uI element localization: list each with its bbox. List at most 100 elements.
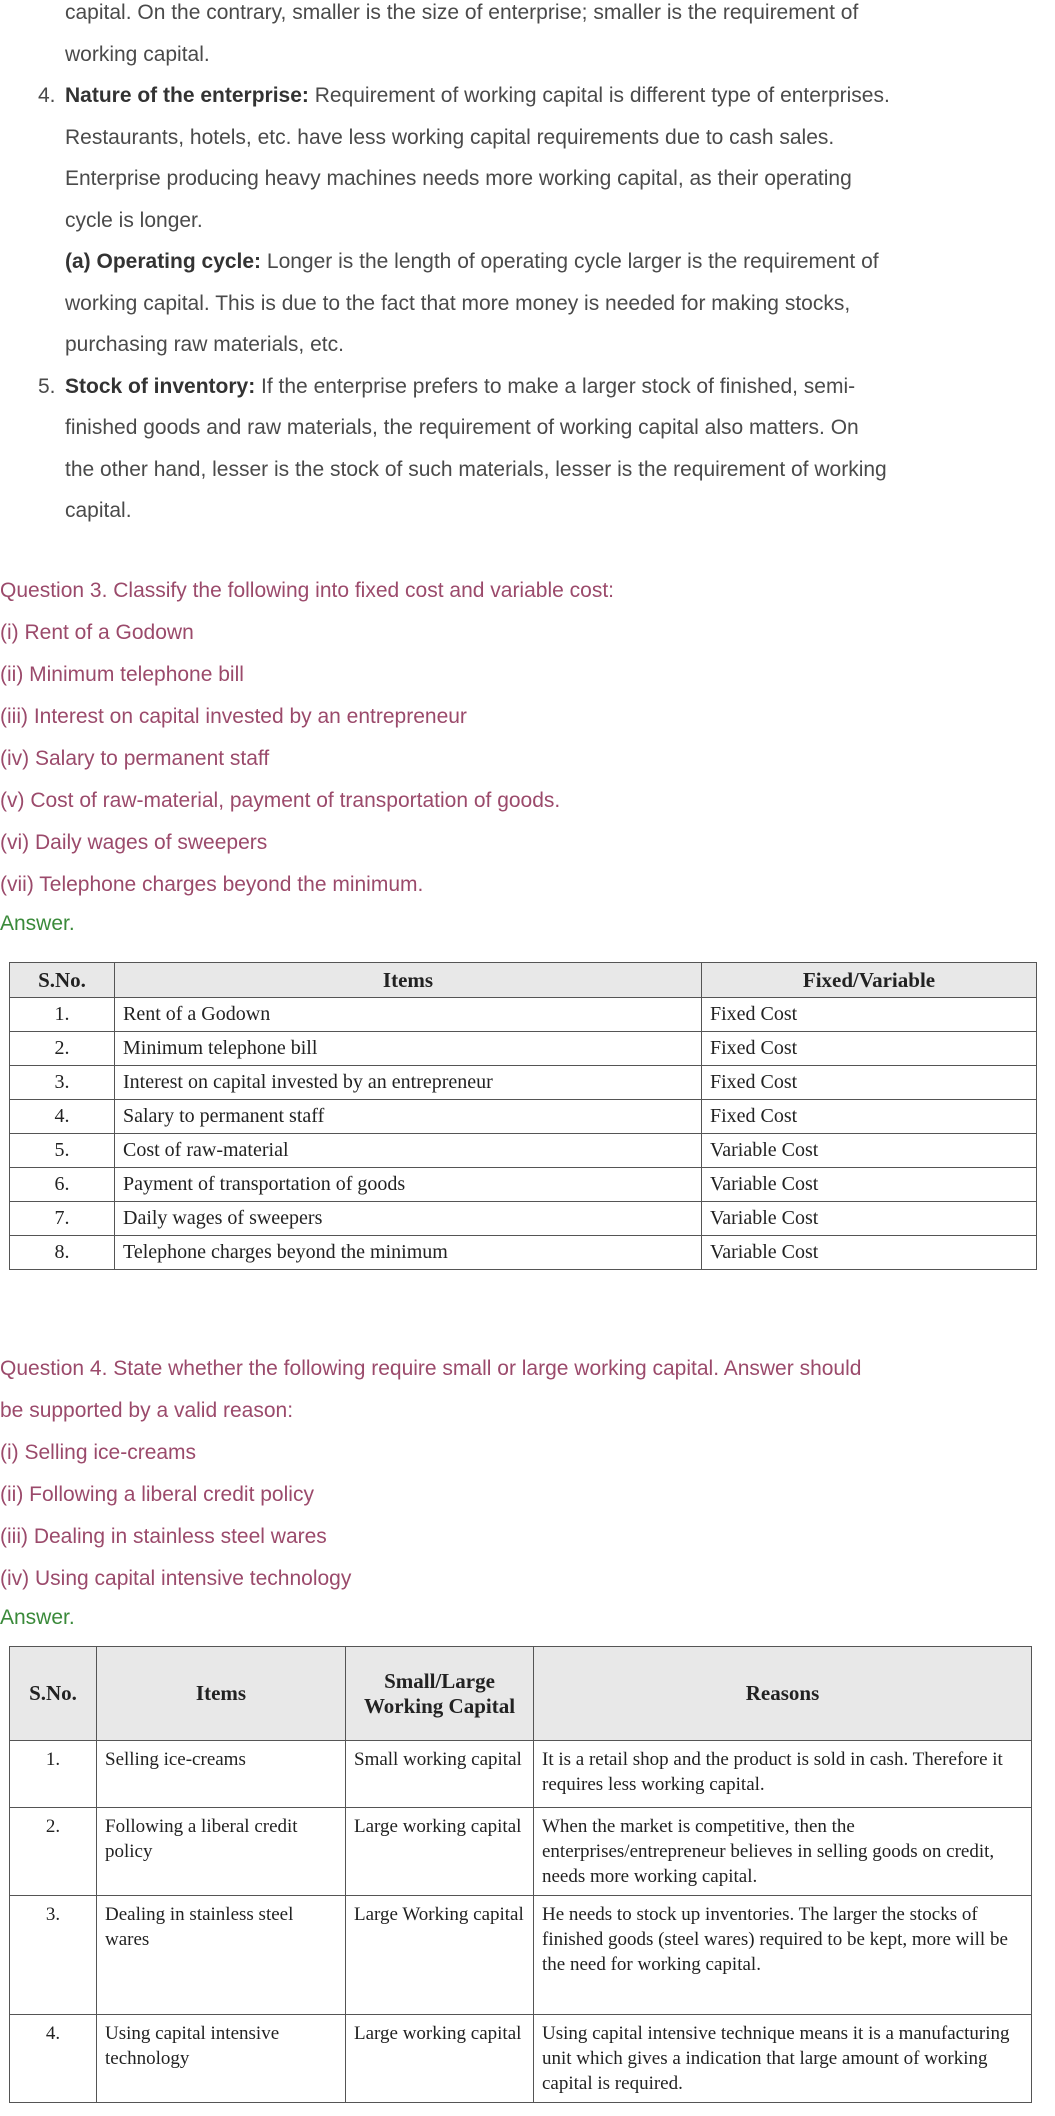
text-line: working capital. bbox=[65, 42, 210, 66]
list-number: 5. bbox=[38, 374, 56, 398]
table-header: S.No. Items Fixed/Variable bbox=[9, 962, 1037, 998]
question-part: (v) Cost of raw-material, payment of tra… bbox=[0, 789, 561, 812]
cell-item: Dealing in stainless steel wares bbox=[96, 1895, 346, 2015]
cell-sno: 1. bbox=[9, 997, 115, 1032]
cell-sno: 6. bbox=[9, 1167, 115, 1202]
question-part: (i) Selling ice-creams bbox=[0, 1441, 197, 1464]
table-row: 7. Daily wages of sweepers Variable Cost bbox=[9, 1201, 1037, 1236]
question-part: (vi) Daily wages of sweepers bbox=[0, 831, 268, 854]
question-part: (iv) Using capital intensive technology bbox=[0, 1567, 352, 1590]
cell-item: Using capital intensive technology bbox=[96, 2014, 346, 2103]
question-title: Question 3. Classify the following into … bbox=[0, 579, 614, 602]
cell-sno: 7. bbox=[9, 1201, 115, 1236]
answer-label: Answer. bbox=[0, 912, 75, 935]
answer-label: Answer. bbox=[0, 1606, 75, 1629]
col-sno: S.No. bbox=[9, 962, 115, 998]
table-row: 8. Telephone charges beyond the minimum Va… bbox=[9, 1235, 1037, 1270]
question-title: be supported by a valid reason: bbox=[0, 1399, 294, 1422]
cell-sno: 4. bbox=[9, 2014, 97, 2103]
text-line: the other hand, lesser is the stock of s… bbox=[65, 457, 887, 481]
table-row: 1. Selling ice-creams Small working capita… bbox=[9, 1740, 1032, 1808]
col-items: Items bbox=[114, 962, 702, 998]
table-row: 3. Dealing in stainless steel wares Large … bbox=[9, 1895, 1032, 2015]
text-line: Restaurants, hotels, etc. have less work… bbox=[65, 125, 835, 149]
table-row: 6. Payment of transportation of goods Vari… bbox=[9, 1167, 1037, 1202]
cell-item: Salary to permanent staff bbox=[114, 1099, 702, 1134]
table-row: 1. Rent of a Godown Fixed Cost bbox=[9, 997, 1037, 1032]
question-part: (i) Rent of a Godown bbox=[0, 621, 194, 644]
col-reasons: Reasons bbox=[533, 1646, 1032, 1741]
cell-item: Telephone charges beyond the minimum bbox=[114, 1235, 702, 1270]
cell-value: Variable Cost bbox=[701, 1133, 1037, 1168]
list-number: 4. bbox=[38, 84, 56, 107]
cell-sno: 8. bbox=[9, 1235, 115, 1270]
item-title: Stock of inventory: bbox=[65, 374, 256, 398]
question-4: Question 4. State whether the following … bbox=[0, 1348, 1055, 1636]
question-part: (iii) Dealing in stainless steel wares bbox=[0, 1525, 327, 1548]
text: Requirement of working capital is differ… bbox=[308, 84, 890, 107]
table-row: 5. Cost of raw-material Variable Cost bbox=[9, 1133, 1037, 1168]
text-line: capital. bbox=[65, 499, 132, 522]
cell-value: Small working capital bbox=[345, 1740, 534, 1808]
text-line: finished goods and raw materials, the re… bbox=[65, 416, 859, 439]
cell-item: Payment of transportation of goods bbox=[114, 1167, 702, 1202]
cell-sno: 1. bbox=[9, 1740, 97, 1808]
question-part: (ii) Minimum telephone bill bbox=[0, 663, 244, 686]
cell-value: Fixed Cost bbox=[701, 1099, 1037, 1134]
cell-item: Daily wages of sweepers bbox=[114, 1201, 702, 1236]
question-3: Question 3. Classify the following into … bbox=[0, 570, 1055, 942]
item-title: Nature of the enterprise: bbox=[65, 84, 309, 107]
table-row: 4. Salary to permanent staff Fixed Cost bbox=[9, 1099, 1037, 1134]
cell-value: Large working capital bbox=[345, 2014, 534, 2103]
intro-list: capital. On the contrary, smaller is the… bbox=[0, 0, 1055, 532]
cell-item: Following a liberal credit policy bbox=[96, 1807, 346, 1896]
table-header: S.No. Items Small/Large Working Capital … bbox=[9, 1646, 1032, 1741]
sub-item: (a) Operating cycle: Longer is the lengt… bbox=[0, 241, 1055, 283]
sub-title: (a) Operating cycle: bbox=[65, 250, 262, 273]
text-line: capital. On the contrary, smaller is the… bbox=[65, 1, 859, 24]
list-item-4: 4. Nature of the enterprise: Requirement … bbox=[0, 75, 1055, 117]
cell-sno: 2. bbox=[9, 1031, 115, 1066]
col-size: Small/Large Working Capital bbox=[345, 1646, 534, 1741]
table-row: 2. Following a liberal credit policy Large… bbox=[9, 1807, 1032, 1896]
col-type: Fixed/Variable bbox=[701, 962, 1037, 998]
cell-item: Interest on capital invested by an entre… bbox=[114, 1065, 702, 1100]
cell-value: Large working capital bbox=[345, 1807, 534, 1896]
cell-sno: 4. bbox=[9, 1099, 115, 1134]
cell-item: Cost of raw-material bbox=[114, 1133, 702, 1168]
cell-value: Variable Cost bbox=[701, 1201, 1037, 1236]
cell-item: Minimum telephone bill bbox=[114, 1031, 702, 1066]
question-title: Question 4. State whether the following … bbox=[0, 1357, 862, 1380]
cell-sno: 3. bbox=[9, 1065, 115, 1100]
cell-sno: 5. bbox=[9, 1133, 115, 1168]
working-capital-table: S.No. Items Small/Large Working Capital … bbox=[9, 1646, 1032, 2103]
text-line: purchasing raw materials, etc. bbox=[65, 333, 344, 356]
text-line: cycle is longer. bbox=[65, 208, 203, 232]
text-line: working capital. This is due to the fact… bbox=[65, 291, 851, 315]
table-row: 4. Using capital intensive technology Larg… bbox=[9, 2014, 1032, 2103]
list-item-5: 5. Stock of inventory: If the enterprise … bbox=[0, 366, 1055, 408]
cell-reason: When the market is competitive, then the… bbox=[533, 1807, 1032, 1896]
cell-item: Selling ice-creams bbox=[96, 1740, 346, 1808]
fixed-variable-table: S.No. Items Fixed/Variable 1. Rent of a G… bbox=[9, 962, 1037, 1270]
col-items: Items bbox=[96, 1646, 346, 1741]
cell-sno: 2. bbox=[9, 1807, 97, 1896]
question-part: (iii) Interest on capital invested by an… bbox=[0, 705, 467, 728]
question-part: (vii) Telephone charges beyond the minim… bbox=[0, 873, 424, 896]
text-line: Enterprise producing heavy machines need… bbox=[65, 167, 852, 190]
question-part: (iv) Salary to permanent staff bbox=[0, 747, 270, 770]
text: Longer is the length of operating cycle … bbox=[261, 250, 879, 273]
cell-sno: 3. bbox=[9, 1895, 97, 2015]
cell-reason: It is a retail shop and the product is s… bbox=[533, 1740, 1032, 1808]
cell-reason: He needs to stock up inventories. The la… bbox=[533, 1895, 1032, 2015]
cell-reason: Using capital intensive technique means … bbox=[533, 2014, 1032, 2103]
text: If the enterprise prefers to make a larg… bbox=[255, 374, 856, 398]
cell-value: Fixed Cost bbox=[701, 997, 1037, 1032]
table-row: 2. Minimum telephone bill Fixed Cost bbox=[9, 1031, 1037, 1066]
cell-value: Fixed Cost bbox=[701, 1031, 1037, 1066]
cell-item: Rent of a Godown bbox=[114, 997, 702, 1032]
col-sno: S.No. bbox=[9, 1646, 97, 1741]
cell-value: Variable Cost bbox=[701, 1167, 1037, 1202]
cell-value: Large Working capital bbox=[345, 1895, 534, 2015]
cell-value: Variable Cost bbox=[701, 1235, 1037, 1270]
